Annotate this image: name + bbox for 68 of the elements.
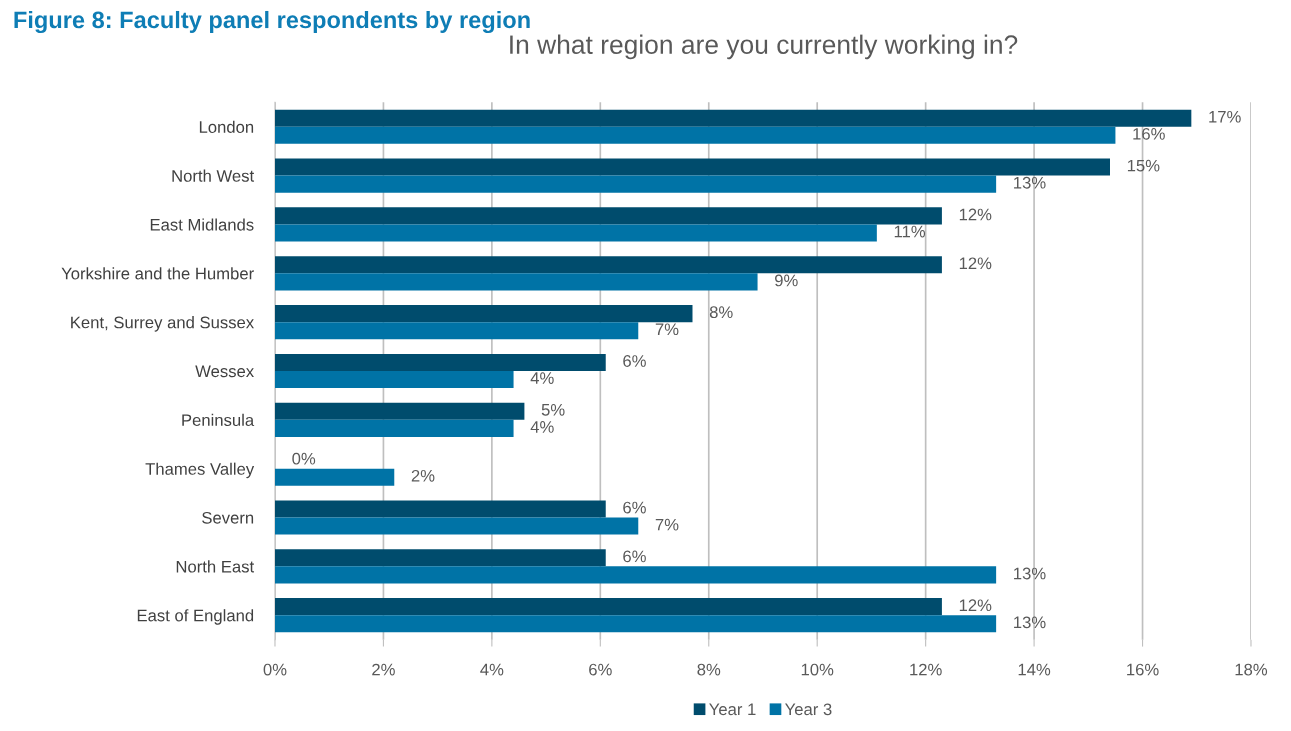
data-label: 13% [1014, 567, 1046, 580]
bar [274, 224, 877, 242]
data-label: 12% [959, 257, 992, 270]
y-tick-label: East Midlands [150, 218, 254, 231]
data-label: 11% [894, 225, 926, 238]
bar [274, 615, 997, 633]
data-label: 16% [1133, 127, 1165, 140]
data-label: 5% [541, 404, 565, 416]
bar [274, 109, 1192, 127]
data-label: 6% [623, 550, 646, 563]
y-tick-label: Yorkshire and the Humber [61, 267, 254, 280]
bar [274, 370, 514, 389]
bar [274, 126, 1116, 144]
y-tick-label: East of England [137, 609, 254, 625]
data-label: 17% [1209, 110, 1241, 123]
legend-label: Year 3 [785, 703, 832, 716]
data-label: 8% [709, 306, 733, 319]
data-label: 2% [411, 469, 435, 482]
data-label: 7% [655, 518, 679, 531]
x-tick-label: 8% [697, 663, 721, 676]
data-label: 12% [959, 208, 992, 221]
y-tick-label: Severn [202, 511, 254, 524]
data-label: 15% [1127, 159, 1160, 172]
data-label: 9% [775, 274, 798, 287]
bar [274, 419, 514, 437]
x-tick-label: 6% [589, 663, 612, 676]
data-label: 13% [1014, 616, 1046, 629]
x-tick-label: 14% [1018, 663, 1051, 676]
bar [274, 566, 997, 584]
data-label: 0% [292, 452, 316, 465]
x-tick-label: 16% [1127, 663, 1159, 676]
bar [274, 500, 606, 518]
bar [274, 517, 639, 535]
bar [274, 273, 758, 291]
data-label: 12% [959, 599, 992, 612]
y-tick-label: Wessex [195, 365, 254, 378]
caption: Figure 8: Faculty panel respondents by region [14, 10, 530, 34]
y-tick-label: Kent, Surrey and Sussex [71, 316, 254, 332]
legend-label: Year 1 [709, 703, 756, 716]
y-tick-label: North East [176, 560, 255, 573]
bar [274, 353, 606, 371]
y-tick-label: Peninsula [182, 413, 255, 427]
x-tick-label: 4% [480, 663, 504, 676]
bar [274, 305, 693, 323]
bar [274, 598, 942, 616]
data-label: 4% [530, 421, 554, 433]
y-tick-label: London [199, 120, 254, 133]
bar [274, 175, 997, 193]
data-label: 13% [1014, 176, 1046, 189]
bar [274, 207, 942, 225]
chart-title: In what region are you currently working in? [510, 34, 1018, 60]
bar [274, 322, 639, 340]
bar [274, 549, 606, 567]
bar [274, 256, 942, 274]
data-label: 7% [655, 323, 679, 336]
x-tick-label: 2% [372, 663, 395, 676]
y-tick-label: Thames Valley [145, 462, 255, 479]
data-label: 6% [623, 501, 646, 514]
bar [274, 402, 525, 420]
y-tick-label: North West [172, 169, 255, 182]
x-tick-label: 0% [263, 663, 287, 676]
data-label: 6% [623, 355, 646, 367]
bar [274, 158, 1110, 176]
bar [274, 468, 395, 486]
x-tick-label: 10% [801, 663, 834, 676]
data-label: 4% [530, 372, 554, 384]
x-tick-label: 18% [1235, 663, 1268, 676]
x-tick-label: 12% [910, 663, 942, 676]
